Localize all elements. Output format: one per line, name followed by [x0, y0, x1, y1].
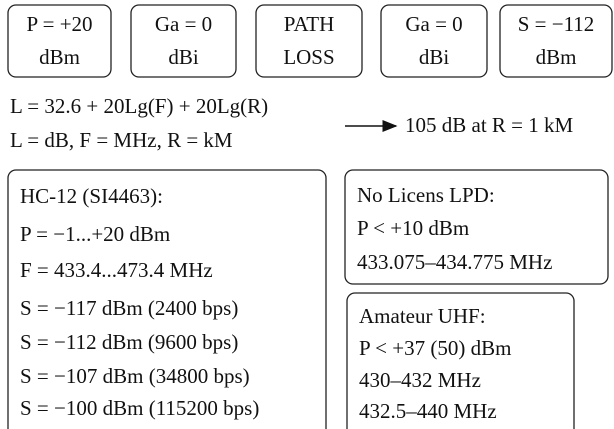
panel-line: P < +10 dBm — [357, 216, 469, 240]
panel-line: 433.075–434.775 MHz — [357, 250, 552, 274]
top-box — [499, 4, 613, 78]
top-box-text: Ga = 0 — [405, 12, 462, 36]
panel-line: S = −112 dBm (9600 bps) — [20, 330, 238, 354]
formula-line: L = dB, F = MHz, R = kM — [10, 128, 233, 152]
top-box-text: Ga = 0 — [155, 12, 212, 36]
top-box-text: PATH — [284, 12, 335, 36]
panel-line: HC-12 (SI4463): — [20, 184, 163, 208]
top-box-text: dBi — [168, 45, 199, 69]
panel-line: P = −1...+20 dBm — [20, 222, 170, 246]
panel-line: F = 433.4...473.4 MHz — [20, 258, 213, 282]
top-box-text: dBm — [536, 45, 577, 69]
panel-box — [7, 169, 327, 429]
top-box — [130, 4, 237, 78]
panel-line: No Licens LPD: — [357, 183, 495, 207]
panel-line: P < +37 (50) dBm — [359, 336, 511, 360]
top-box — [7, 4, 112, 78]
panel-line: Amateur UHF: — [359, 304, 486, 328]
top-box-text: dBi — [419, 45, 450, 69]
top-box-text: P = +20 — [26, 12, 92, 36]
panel-line: S = −117 dBm (2400 bps) — [20, 296, 238, 320]
panel-box — [346, 292, 575, 429]
panel-line: S = −107 dBm (34800 bps) — [20, 364, 250, 388]
top-box-text: S = −112 — [518, 12, 595, 36]
top-box — [255, 4, 363, 78]
panel-line: S = −100 dBm (115200 bps) — [20, 396, 259, 420]
panel-line: 430–432 MHz — [359, 368, 481, 392]
panel-box — [344, 169, 609, 285]
formula-result: 105 dB at R = 1 kM — [405, 113, 574, 137]
panel-line: 432.5–440 MHz — [359, 399, 497, 423]
top-box-text: dBm — [39, 45, 80, 69]
formula-line: L = 32.6 + 20Lg(F) + 20Lg(R) — [10, 94, 268, 118]
top-box-text: LOSS — [283, 45, 334, 69]
top-box — [380, 4, 488, 78]
